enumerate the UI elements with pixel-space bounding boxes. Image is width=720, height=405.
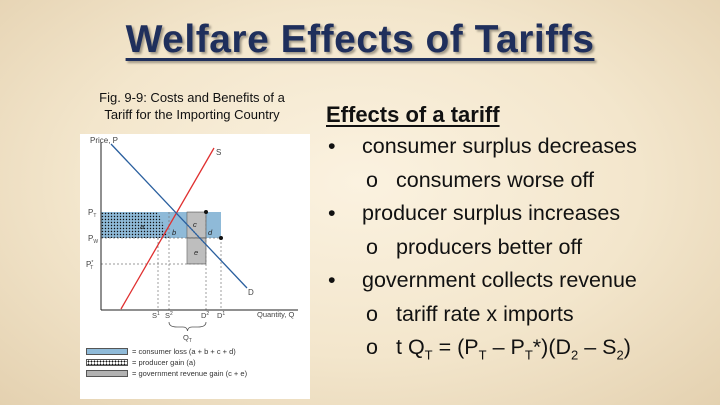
figure-legend: = consumer loss (a + b + c + d) = produc… (86, 346, 308, 379)
region-label-e: e (194, 248, 198, 257)
point-pt-d2 (204, 210, 208, 214)
price-label-pt-star: P* T (86, 260, 93, 271)
tariff-diagram: Price, P Quantity, Q S D PT PW P* T S1 S2… (80, 134, 310, 399)
legend-text: = consumer loss (a + b + c + d) (132, 347, 236, 356)
legend-text: = government revenue gain (c + e) (132, 369, 248, 378)
sub-item: o tariff rate x imports (326, 298, 716, 332)
imports-label: QT (183, 333, 192, 344)
bullet-item: • consumer surplus decreases (326, 130, 716, 164)
bullet-mark: • (328, 134, 336, 158)
caption-line-2: Tariff for the Importing Country (104, 107, 280, 122)
region-a-producer-gain (101, 212, 169, 238)
supply-label: S (216, 148, 221, 157)
region-label-a: a (140, 222, 144, 231)
slide-title: Welfare Effects of Tariffs (125, 18, 595, 61)
legend-item-producer-gain: = producer gain (a) (86, 357, 308, 368)
figure-caption: Fig. 9-9: Costs and Benefits of a Tariff… (72, 89, 312, 123)
region-label-c: c (193, 220, 197, 229)
demand-curve (110, 143, 248, 289)
imports-bracket (168, 321, 207, 332)
point-pw-d1 (219, 236, 223, 240)
legend-item-consumer-loss: = consumer loss (a + b + c + d) (86, 346, 308, 357)
quantity-label-s1: S1 (152, 311, 160, 320)
price-label-pt: PT (88, 208, 96, 219)
bullet-item: • producer surplus increases (326, 197, 716, 231)
sub-mark: o (366, 167, 378, 192)
price-label-pw: PW (88, 234, 98, 245)
quantity-label-d2: D2 (201, 311, 209, 320)
sub-item: o producers better off (326, 231, 716, 265)
bullet-item: • government collects revenue (326, 264, 716, 298)
legend-text: = producer gain (a) (132, 358, 196, 367)
bullet-text: government collects revenue (362, 268, 637, 292)
legend-swatch-blue (86, 348, 128, 355)
tariff-diagram-svg: Price, P Quantity, Q S D PT PW P* T S1 S2… (86, 136, 298, 344)
quantity-label-s2: S2 (165, 311, 173, 320)
effects-text: Effects of a tariff • consumer surplus de… (326, 100, 716, 365)
legend-item-government-revenue: = government revenue gain (c + e) (86, 368, 308, 379)
effects-heading: Effects of a tariff (326, 102, 500, 127)
demand-label: D (248, 288, 254, 297)
region-label-d: d (208, 228, 213, 237)
x-axis-label: Quantity, Q (257, 310, 295, 319)
y-axis-label: Price, P (90, 136, 118, 145)
caption-line-1: Fig. 9-9: Costs and Benefits of a (99, 90, 285, 105)
supply-curve (120, 147, 215, 310)
legend-swatch-dots (86, 359, 128, 366)
sub-text: consumers worse off (396, 167, 594, 192)
region-label-b: b (172, 228, 176, 237)
bullet-text: producer surplus increases (362, 201, 621, 225)
legend-swatch-gray (86, 370, 128, 377)
sub-mark: o (366, 234, 378, 259)
sub-item: o consumers worse off (326, 164, 716, 198)
quantity-label-d1: D1 (217, 311, 225, 320)
sub-mark: o (366, 335, 378, 359)
bullet-mark: • (328, 201, 336, 225)
sub-text: tariff rate x imports (396, 301, 574, 326)
sub-text: producers better off (396, 234, 583, 259)
sub-mark: o (366, 301, 378, 326)
region-e-revenue (186, 237, 207, 265)
bullet-text: consumer surplus decreases (362, 134, 637, 158)
bullet-mark: • (328, 268, 336, 292)
